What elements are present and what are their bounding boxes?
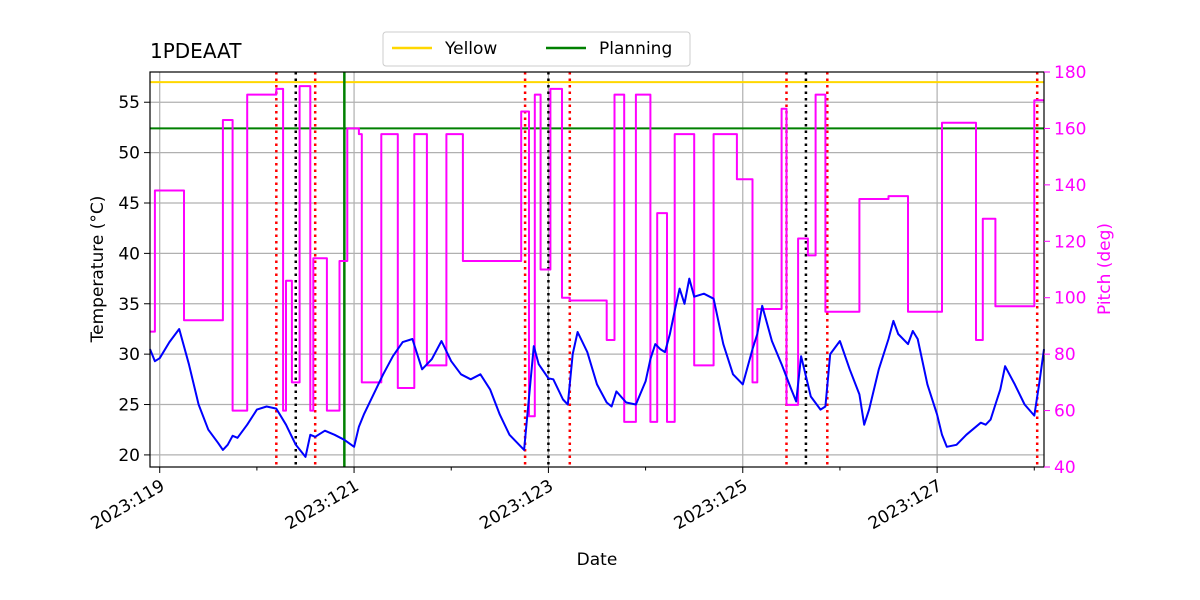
- plot-frame: [149, 71, 1045, 468]
- y-left-tick-label: 40: [118, 244, 140, 264]
- x-axis-label: Date: [577, 550, 618, 570]
- legend-yellow-label: Yellow: [444, 39, 497, 59]
- x-tick-label: 2023:123: [476, 476, 557, 534]
- x-tick-label: 2023:125: [671, 476, 752, 534]
- y-right-tick-label: 80: [1054, 345, 1076, 365]
- y-right-tick-label: 40: [1054, 458, 1076, 478]
- y-axis-label-right: Pitch (deg): [1095, 223, 1115, 315]
- y-right-tick-label: 180: [1054, 63, 1086, 83]
- x-tick-label: 2023:119: [88, 476, 169, 534]
- y-left-tick-label: 45: [118, 194, 140, 214]
- y-axis-label-left: Temperature (°C): [88, 196, 108, 344]
- x-tick-label: 2023:121: [282, 476, 363, 534]
- y-left-tick-label: 25: [118, 396, 140, 416]
- x-tick-label: 2023:127: [865, 476, 946, 534]
- legend-planning-label: Planning: [599, 39, 672, 59]
- y-left-tick-label: 35: [118, 295, 140, 315]
- y-left-tick-label: 50: [118, 144, 140, 164]
- chart-title: 1PDEAAT: [150, 39, 242, 63]
- pitch-series-line: [150, 85, 1044, 423]
- legend-box: [382, 31, 691, 67]
- y-right-tick-label: 160: [1054, 119, 1086, 139]
- y-right-tick-label: 60: [1054, 402, 1076, 422]
- temperature-series-line: [149, 277, 1045, 458]
- y-left-tick-label: 55: [118, 93, 140, 113]
- y-right-tick-label: 140: [1054, 176, 1086, 196]
- y-right-tick-label: 120: [1054, 232, 1086, 252]
- data-series: [149, 85, 1045, 458]
- y-right-tick-label: 100: [1054, 289, 1086, 309]
- y-left-tick-label: 30: [118, 345, 140, 365]
- legend: Yellow Planning: [382, 31, 691, 67]
- y-left-tick-label: 20: [118, 446, 140, 466]
